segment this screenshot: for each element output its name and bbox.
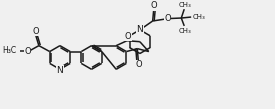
Text: N: N xyxy=(57,66,63,75)
Text: O: O xyxy=(24,47,31,56)
Text: CH₃: CH₃ xyxy=(193,14,205,20)
Text: N: N xyxy=(136,25,143,34)
Text: CH₃: CH₃ xyxy=(179,2,192,8)
Text: CH₃: CH₃ xyxy=(179,28,192,34)
Text: H₃C: H₃C xyxy=(2,46,16,55)
Text: O: O xyxy=(125,32,131,41)
Text: O: O xyxy=(150,1,157,10)
Text: O: O xyxy=(32,27,39,36)
Text: O: O xyxy=(136,60,142,69)
Text: O: O xyxy=(164,14,171,23)
